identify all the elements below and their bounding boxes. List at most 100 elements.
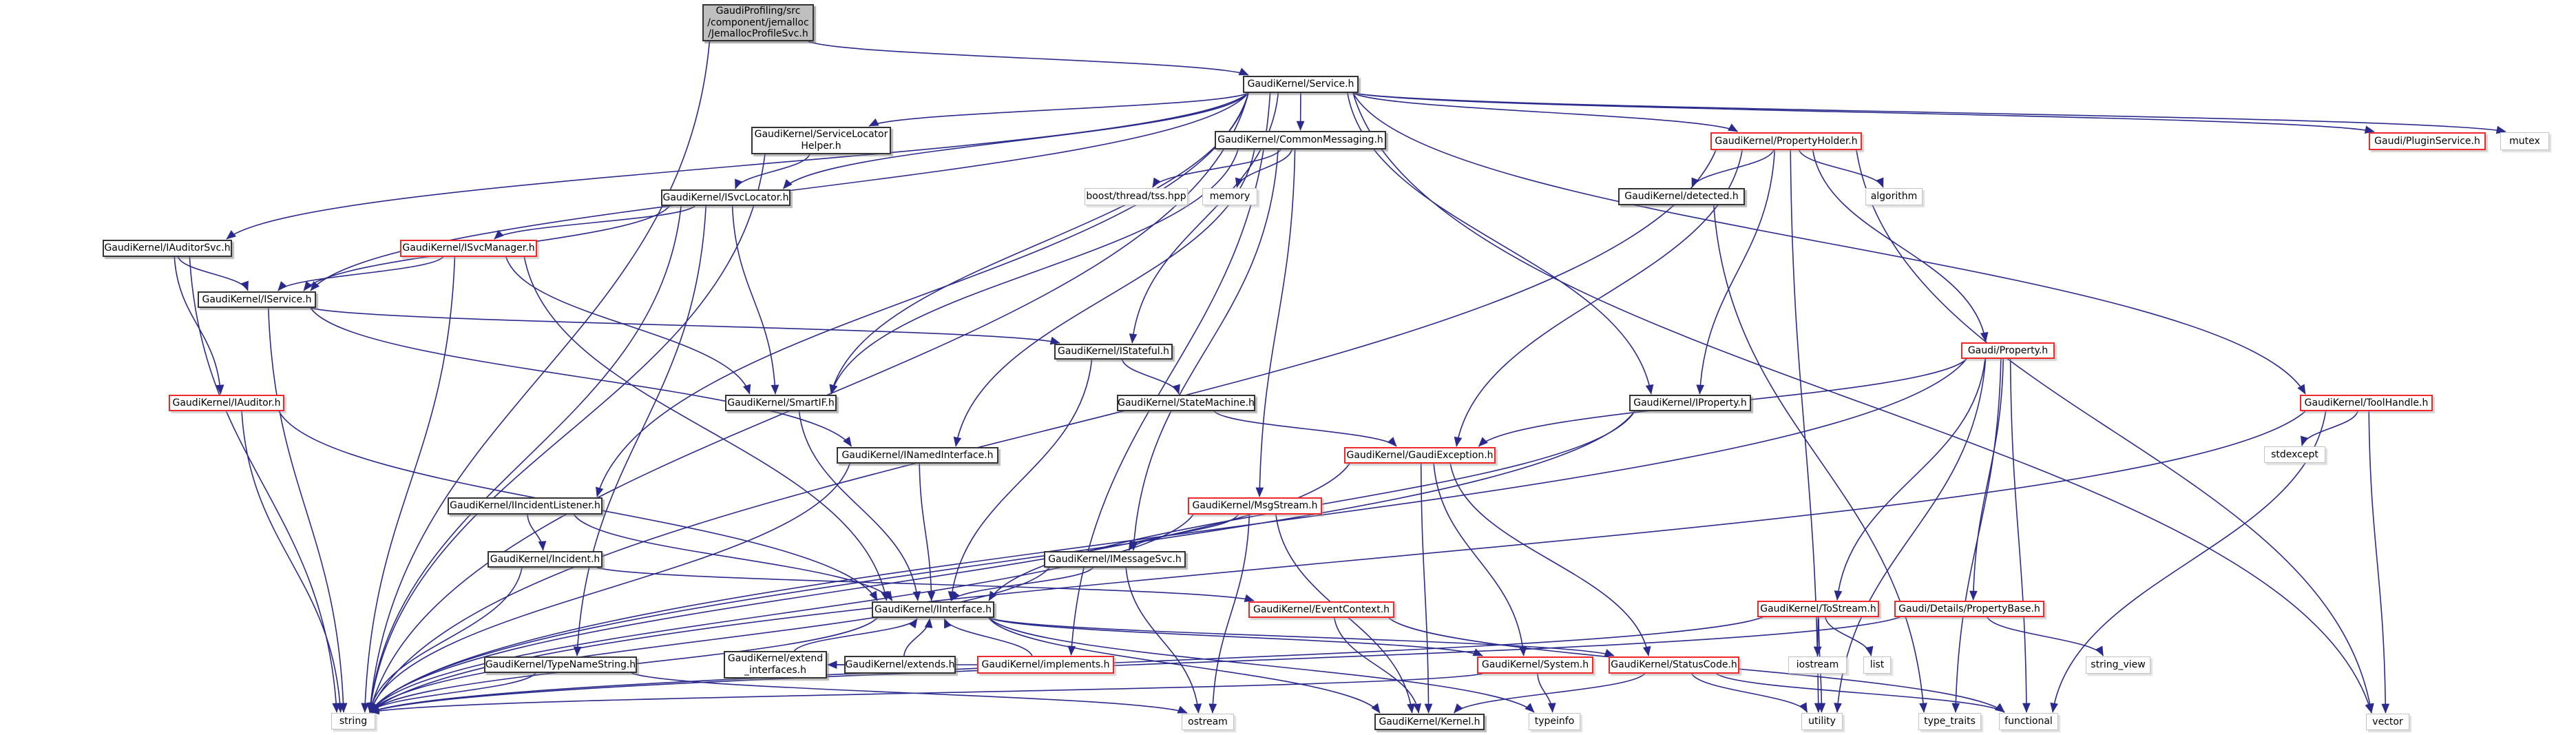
node-gaudikernel-statemachine-h[interactable]: GaudiKernel/StateMachine.h [1117, 395, 1255, 411]
node-gaudiprofiling-src-component-jemalloc-jemallocprofilesvc-h[interactable]: GaudiProfiling/src /component/jemalloc /… [702, 4, 814, 41]
node-gaudikernel-gaudiexception-h[interactable]: GaudiKernel/GaudiException.h [1344, 447, 1496, 464]
edge-service-to-iauditorsvc [226, 92, 1249, 240]
edge-toolhandle-to-functional [2050, 411, 2327, 713]
edge-service-to-pluginsvc [1352, 92, 2375, 134]
edge-toolhandle-to-stdexcept [2300, 411, 2358, 446]
edge-iproperty-to-string [369, 411, 1635, 713]
node-gaudikernel-iauditorsvc-h[interactable]: GaudiKernel/IAuditorSvc.h [103, 240, 232, 257]
node-gaudikernel-system-h[interactable]: GaudiKernel/System.h [1477, 656, 1593, 674]
node-gaudikernel-extend-interfaces-h[interactable]: GaudiKernel/extend _interfaces.h [724, 651, 827, 679]
node-utility[interactable]: utility [1801, 713, 1843, 730]
node-memory[interactable]: memory [1202, 188, 1257, 205]
edge-incident-to-string [367, 567, 523, 713]
node-mutex[interactable]: mutex [2500, 132, 2549, 150]
node-gaudikernel-service-h[interactable]: GaudiKernel/Service.h [1243, 76, 1359, 93]
node-gaudikernel-eventcontext-h[interactable]: GaudiKernel/EventContext.h [1248, 601, 1394, 618]
node-string-view[interactable]: string_view [2086, 656, 2150, 674]
edge-propholder-to-detected [1691, 149, 1774, 188]
node-gaudikernel-msgstream-h[interactable]: GaudiKernel/MsgStream.h [1188, 497, 1322, 515]
edge-isvclocator-to-typenamestring [573, 205, 706, 656]
node-gaudikernel-commonmessaging-h[interactable]: GaudiKernel/CommonMessaging.h [1215, 131, 1386, 149]
node-gaudi-details-propertybase-h[interactable]: Gaudi/Details/PropertyBase.h [1894, 601, 2044, 617]
node-gaudikernel-tostream-h[interactable]: GaudiKernel/ToStream.h [1757, 601, 1879, 617]
node-boost-thread-tss-hpp[interactable]: boost/thread/tss.hpp [1085, 188, 1188, 205]
edge-root-to-string [366, 41, 711, 713]
node-gaudikernel-iincidentlistener-h[interactable]: GaudiKernel/IIncidentListener.h [448, 497, 603, 515]
edge-gaudiexception-to-statuscode [1449, 463, 1651, 656]
edge-service-to-isvclocator [782, 92, 1249, 189]
edge-service-to-iincidentlistener [596, 92, 1249, 497]
edge-isvcmanager-to-smartif [505, 256, 751, 395]
node-gaudi-property-h[interactable]: Gaudi/Property.h [1961, 342, 2055, 359]
edge-iauditorsvc-to-iauditor [174, 256, 224, 395]
edge-msgstream-to-imessagesvc [1128, 514, 1239, 551]
edge-iincidentlistener-to-incident [527, 514, 547, 551]
edge-tostream-to-list [1824, 617, 1874, 656]
node-gaudikernel-toolhandle-h[interactable]: GaudiKernel/ToolHandle.h [2300, 395, 2433, 411]
edge-typenamestring-to-string [369, 672, 536, 713]
edge-propholder-to-iproperty [1696, 149, 1776, 395]
edge-gaudiexception-to-kernel [1420, 463, 1433, 714]
node-algorithm[interactable]: algorithm [1865, 188, 1923, 205]
edge-istateful-to-iinterface [947, 359, 1093, 601]
edge-iinterface-to-kernel [988, 617, 1381, 714]
node-typeinfo[interactable]: typeinfo [1529, 713, 1580, 730]
edge-service-to-iproperty [1347, 92, 1654, 395]
edge-inamediface-to-string [368, 463, 850, 713]
node-gaudikernel-iproperty-h[interactable]: GaudiKernel/IProperty.h [1629, 395, 1751, 411]
edge-imessagesvc-to-ostream [1125, 567, 1202, 714]
node-gaudikernel-statuscode-h[interactable]: GaudiKernel/StatusCode.h [1609, 656, 1739, 674]
edge-service-to-mutex [1352, 92, 2506, 134]
edge-service-to-svclochelper [868, 92, 1249, 127]
edge-iauditorsvc-to-string [189, 256, 341, 713]
node-iostream[interactable]: iostream [1788, 656, 1847, 674]
edge-svclochelper-to-isvclocator [735, 154, 810, 189]
edge-iincidentlistener-to-iinterface [573, 514, 893, 601]
node-gaudikernel-propertyholder-h[interactable]: GaudiKernel/PropertyHolder.h [1710, 132, 1862, 150]
node-gaudikernel-detected-h[interactable]: GaudiKernel/detected.h [1618, 188, 1745, 205]
edge-isvclocator-to-isvcmanager [494, 205, 695, 240]
node-gaudikernel-kernel-h[interactable]: GaudiKernel/Kernel.h [1374, 714, 1485, 730]
edge-system-to-string [369, 673, 1483, 715]
node-list[interactable]: list [1863, 656, 1891, 674]
edge-istateful-to-statemachine [1121, 359, 1180, 395]
node-gaudikernel-iservice-h[interactable]: GaudiKernel/IService.h [198, 291, 316, 308]
edge-smartif-to-iinterface [798, 411, 921, 601]
node-gaudikernel-incident-h[interactable]: GaudiKernel/Incident.h [488, 551, 603, 568]
node-type-traits[interactable]: type_traits [1918, 713, 1981, 730]
node-string[interactable]: string [331, 713, 375, 729]
node-gaudikernel-smartif-h[interactable]: GaudiKernel/SmartIF.h [725, 395, 837, 411]
edge-isvcmanager-to-string [361, 256, 456, 713]
node-gaudikernel-imessagesvc-h[interactable]: GaudiKernel/IMessageSvc.h [1044, 551, 1186, 568]
edge-service-to-toolhandle [1352, 92, 2306, 395]
edge-extendifaces-to-iinterface [793, 618, 918, 652]
edge-commonmsg-to-msgstream [1255, 149, 1296, 497]
node-gaudikernel-isvclocator-h[interactable]: GaudiKernel/ISvcLocator.h [661, 189, 790, 206]
node-gaudikernel-istateful-h[interactable]: GaudiKernel/IStateful.h [1054, 344, 1173, 360]
node-gaudikernel-implements-h[interactable]: GaudiKernel/implements.h [977, 656, 1114, 674]
edge-toolhandle-to-string [369, 411, 2306, 713]
node-gaudikernel-inamedinterface-h[interactable]: GaudiKernel/INamedInterface.h [837, 447, 998, 464]
node-ostream[interactable]: ostream [1182, 714, 1234, 730]
edge-service-to-propholder [1352, 92, 1739, 132]
edge-propertybase-to-string [369, 617, 1900, 714]
node-gaudikernel-isvcmanager-h[interactable]: GaudiKernel/ISvcManager.h [400, 240, 537, 257]
edge-incident-to-eventcontext [596, 567, 1255, 603]
node-gaudikernel-typenamestring-h[interactable]: GaudiKernel/TypeNameString.h [484, 656, 637, 673]
edge-commonmsg-to-memory [1235, 149, 1292, 188]
edge-commonmsg-to-tss [1152, 149, 1281, 188]
node-gaudikernel-extends-h[interactable]: GaudiKernel/extends.h [844, 656, 956, 674]
node-functional[interactable]: functional [1999, 713, 2058, 730]
node-gaudi-pluginservice-h[interactable]: Gaudi/PluginService.h [2369, 132, 2486, 150]
edge-detected-to-typetraits [1713, 205, 1927, 713]
node-gaudikernel-servicelocator-helper-h[interactable]: GaudiKernel/ServiceLocator Helper.h [751, 127, 891, 154]
edge-statuscode-to-utility [1691, 673, 1808, 713]
node-stdexcept[interactable]: stdexcept [2264, 446, 2325, 463]
node-gaudikernel-iauditor-h[interactable]: GaudiKernel/IAuditor.h [169, 395, 284, 411]
node-gaudikernel-iinterface-h[interactable]: GaudiKernel/IInterface.h [872, 601, 994, 618]
edge-statuscode-to-functional [1716, 673, 2005, 713]
edge-toolhandle-to-vector [2368, 411, 2390, 714]
node-vector[interactable]: vector [2366, 714, 2409, 730]
